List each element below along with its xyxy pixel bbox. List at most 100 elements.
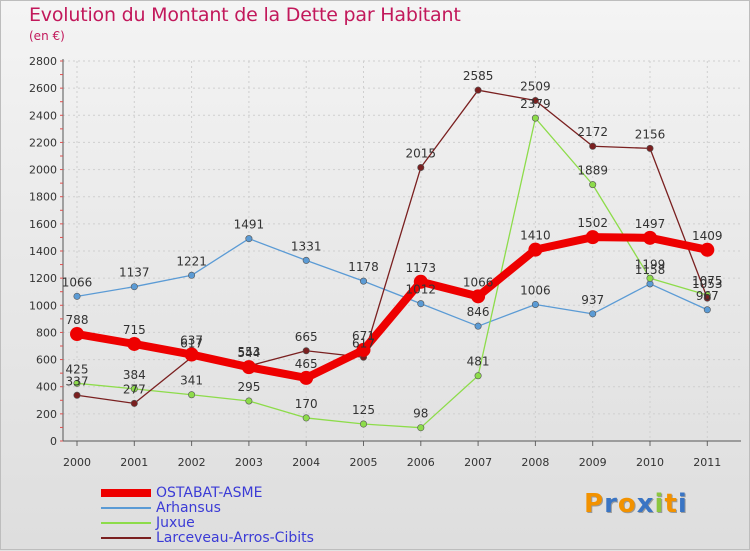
x-tick-label: 2009 [579, 456, 607, 469]
x-tick-label: 2002 [178, 456, 206, 469]
data-label: 1053 [692, 277, 723, 291]
data-point [528, 242, 543, 257]
data-label: 637 [180, 334, 203, 348]
data-point [646, 144, 654, 152]
data-point [356, 342, 371, 357]
data-label: 481 [467, 355, 490, 369]
legend-label: OSTABAT-ASME [156, 485, 263, 501]
y-tick-label: 1400 [29, 245, 57, 258]
legend-swatch [101, 522, 151, 524]
legend-label: Juxue [156, 515, 195, 531]
data-point [188, 391, 196, 399]
logo-letter: x [636, 489, 655, 519]
x-tick-label: 2007 [464, 456, 492, 469]
logo-letter: o [617, 489, 637, 519]
y-tick-label: 1000 [29, 299, 57, 312]
y-tick-label: 0 [50, 435, 57, 448]
data-label: 788 [66, 313, 89, 327]
data-label: 425 [66, 362, 89, 376]
data-label: 617 [352, 336, 375, 350]
y-tick-label: 1600 [29, 218, 57, 231]
data-point [471, 289, 486, 304]
y-tick-label: 600 [36, 354, 57, 367]
data-point [245, 397, 253, 405]
data-point [302, 256, 310, 264]
series-line-ostabat-asme [73, 233, 712, 382]
data-point [589, 310, 597, 318]
data-label: 2509 [520, 79, 551, 93]
y-tick-label: 2000 [29, 164, 57, 177]
data-point [413, 274, 428, 289]
data-label: 337 [66, 374, 89, 388]
x-tick-label: 2003 [235, 456, 263, 469]
data-point [130, 399, 138, 407]
logo-letter: i [677, 489, 688, 519]
data-point [417, 300, 425, 308]
data-point [302, 414, 310, 422]
data-label: 1173 [406, 261, 437, 275]
data-label: 2172 [577, 125, 608, 139]
x-tick-label: 2010 [636, 456, 664, 469]
legend-label: Larceveau-Arros-Cibits [156, 530, 314, 546]
y-tick-label: 2200 [29, 136, 57, 149]
data-label: 617 [180, 336, 203, 350]
data-label: 1066 [62, 275, 93, 289]
data-point [359, 277, 367, 285]
data-point [73, 391, 81, 399]
data-point [130, 385, 138, 393]
data-label: 2015 [406, 147, 437, 161]
data-label: 665 [295, 330, 318, 344]
data-label: 384 [123, 368, 146, 382]
data-point [589, 142, 597, 150]
data-point [703, 306, 711, 314]
data-point [531, 300, 539, 308]
data-label: 1502 [577, 216, 608, 230]
x-tick-label: 2000 [63, 456, 91, 469]
data-label: 1066 [463, 275, 494, 289]
data-point [73, 292, 81, 300]
data-label: 1889 [577, 164, 608, 178]
y-tick-label: 1200 [29, 272, 57, 285]
data-label: 1331 [291, 239, 322, 253]
data-point [474, 86, 482, 94]
data-label: 2379 [520, 97, 551, 111]
data-point [700, 242, 715, 257]
x-tick-label: 2008 [521, 456, 549, 469]
data-point [703, 294, 711, 302]
y-tick-label: 200 [36, 408, 57, 421]
logo-letter: i [654, 489, 665, 519]
data-point [188, 271, 196, 279]
data-label: 1006 [520, 283, 551, 297]
data-point [417, 164, 425, 172]
logo-letter: t [664, 489, 678, 519]
data-label: 1409 [692, 229, 723, 243]
data-point [241, 360, 256, 375]
data-point [302, 347, 310, 355]
data-point [474, 322, 482, 330]
x-tick-label: 2005 [350, 456, 378, 469]
data-point [531, 96, 539, 104]
y-tick-label: 2400 [29, 109, 57, 122]
data-label: 544 [237, 346, 260, 360]
data-point [359, 420, 367, 428]
legend-swatch [101, 537, 151, 539]
data-point [73, 379, 81, 387]
data-label: 1178 [348, 260, 379, 274]
chart-subtitle: (en €) [29, 29, 65, 43]
data-label: 125 [352, 403, 375, 417]
y-tick-label: 800 [36, 326, 57, 339]
legend-swatch [101, 507, 151, 509]
data-point [245, 235, 253, 243]
data-label: 671 [352, 329, 375, 343]
data-label: 1410 [520, 229, 551, 243]
data-point [130, 283, 138, 291]
data-label: 715 [123, 323, 146, 337]
data-label: 937 [581, 293, 604, 307]
data-point [417, 424, 425, 432]
y-tick-label: 1800 [29, 191, 57, 204]
data-label: 967 [696, 289, 719, 303]
legend-swatch [101, 489, 151, 497]
data-label: 553 [237, 345, 260, 359]
